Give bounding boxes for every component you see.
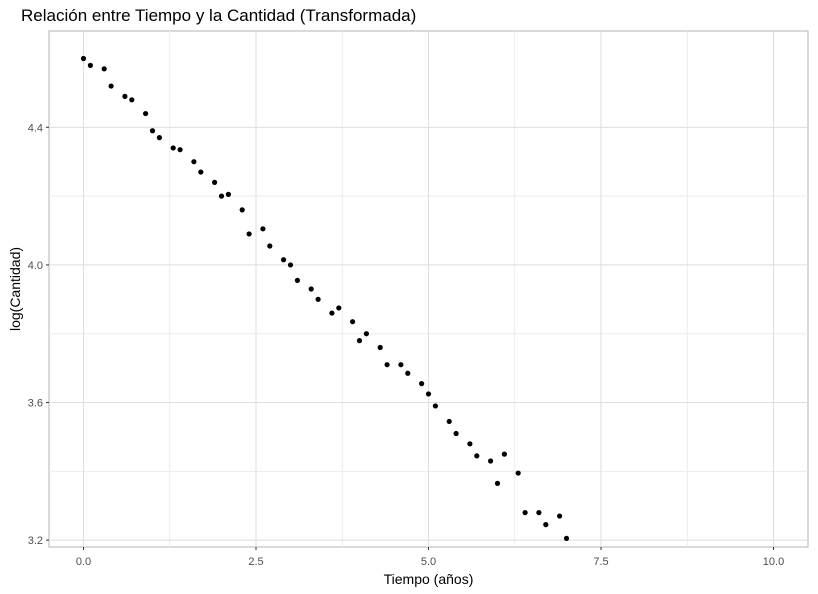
x-axis-title: Tiempo (años) <box>384 571 474 587</box>
data-point <box>287 262 294 268</box>
data-points <box>80 55 570 542</box>
data-point <box>453 430 459 437</box>
x-axis-ticks: 0.0 2.5 5.0 7.5 10.0 <box>76 547 784 568</box>
data-point <box>336 305 342 311</box>
data-point <box>543 522 549 528</box>
data-point <box>191 159 197 165</box>
data-point <box>557 513 563 519</box>
data-point <box>225 191 231 197</box>
chart-title: Relación entre Tiempo y la Cantidad (Tra… <box>21 6 417 25</box>
data-point <box>432 403 438 409</box>
data-point <box>80 55 87 62</box>
data-point <box>419 381 425 387</box>
data-point <box>350 319 356 325</box>
x-tick-label: 7.5 <box>593 556 608 568</box>
data-point <box>474 453 480 459</box>
data-point <box>488 458 494 464</box>
data-point <box>239 207 245 213</box>
data-point <box>425 391 432 397</box>
data-point <box>563 535 570 542</box>
data-point <box>384 362 390 368</box>
y-axis-title: log(Cantidad) <box>7 247 23 331</box>
data-point <box>122 93 128 99</box>
data-point <box>170 145 176 151</box>
y-axis-ticks: 3.2 3.6 4.0 4.4 <box>28 122 49 547</box>
data-point <box>522 509 528 516</box>
data-point <box>129 97 135 103</box>
data-point <box>156 135 162 141</box>
data-point <box>308 286 314 292</box>
data-point <box>198 169 204 175</box>
y-tick-label: 3.2 <box>28 535 43 547</box>
data-point <box>536 509 542 516</box>
data-point <box>149 128 156 134</box>
x-tick-label: 0.0 <box>76 556 91 568</box>
data-point <box>108 83 114 89</box>
data-point <box>377 344 383 351</box>
data-point <box>246 231 252 237</box>
data-point <box>446 418 452 425</box>
data-point <box>143 110 149 117</box>
x-tick-label: 10.0 <box>763 556 784 568</box>
data-point <box>212 179 218 185</box>
data-point <box>501 451 507 457</box>
data-point <box>398 362 404 368</box>
x-tick-label: 2.5 <box>248 556 263 568</box>
data-point <box>329 310 335 316</box>
data-point <box>267 243 273 249</box>
data-point <box>218 193 225 199</box>
data-point <box>467 441 473 447</box>
data-point <box>177 147 183 153</box>
y-tick-label: 4.0 <box>28 260 43 272</box>
data-point <box>260 226 266 232</box>
data-point <box>101 66 107 72</box>
grid-lines <box>49 31 808 547</box>
data-point <box>494 480 501 486</box>
data-point <box>405 370 411 376</box>
data-point <box>315 296 321 302</box>
data-point <box>281 257 287 263</box>
y-tick-label: 4.4 <box>28 122 43 134</box>
y-tick-label: 3.6 <box>28 398 43 410</box>
data-point <box>87 62 93 68</box>
data-point <box>356 338 363 344</box>
data-point <box>294 277 300 283</box>
data-point <box>515 470 521 476</box>
x-tick-label: 5.0 <box>421 556 436 568</box>
data-point <box>363 331 369 337</box>
